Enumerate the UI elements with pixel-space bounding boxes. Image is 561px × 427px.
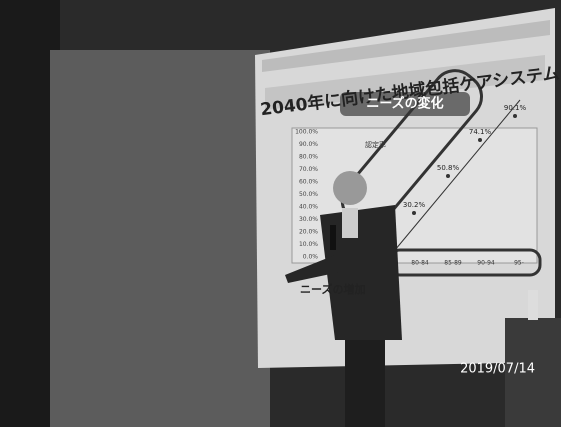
slide-subtitle: ニーズの変化 [366, 96, 443, 112]
y-tick-label: 90.0% [299, 141, 318, 148]
title-band [265, 55, 545, 110]
category-label: 80-84 [411, 260, 429, 267]
y-tick-label: 70.0% [299, 166, 318, 173]
y-tick-label: 100.0% [295, 129, 318, 136]
subtitle-box [340, 92, 470, 116]
y-tick-label: 60.0% [299, 179, 318, 186]
data-point [478, 138, 482, 142]
category-label: 95- [514, 260, 524, 267]
slide-header [262, 20, 550, 72]
screen-shadow [50, 50, 270, 427]
arm [285, 255, 340, 283]
legs [345, 330, 385, 427]
shirt [342, 208, 358, 238]
y-tick-label: 0.0% [303, 254, 319, 261]
value-label: 30.2% [403, 201, 426, 209]
y-tick-label: 80.0% [299, 154, 318, 161]
podium [505, 318, 561, 427]
y-tick-label: 20.0% [299, 229, 318, 236]
suit [320, 205, 402, 340]
value-label: 50.8% [437, 164, 460, 172]
speaker [285, 171, 402, 427]
value-label: 74.1% [469, 128, 492, 136]
head [333, 171, 367, 205]
value-label: 90.1% [504, 104, 527, 112]
data-point [412, 211, 416, 215]
y-tick-label: 10.0% [299, 241, 318, 248]
trend-line [394, 99, 521, 251]
category-label: 85-89 [444, 260, 462, 267]
legend: 認定率 [365, 140, 386, 149]
microphone [330, 225, 336, 250]
y-tick-label: 40.0% [299, 204, 318, 211]
category-label: 90-94 [477, 260, 495, 267]
bottle [528, 290, 538, 320]
data-point [513, 114, 517, 118]
y-tick-label: 50.0% [299, 191, 318, 198]
timestamp: 2019/07/14 [460, 362, 535, 377]
y-tick-label: 30.0% [299, 216, 318, 223]
data-point [446, 174, 450, 178]
slide-footer: ニーズの増加 [300, 282, 365, 296]
